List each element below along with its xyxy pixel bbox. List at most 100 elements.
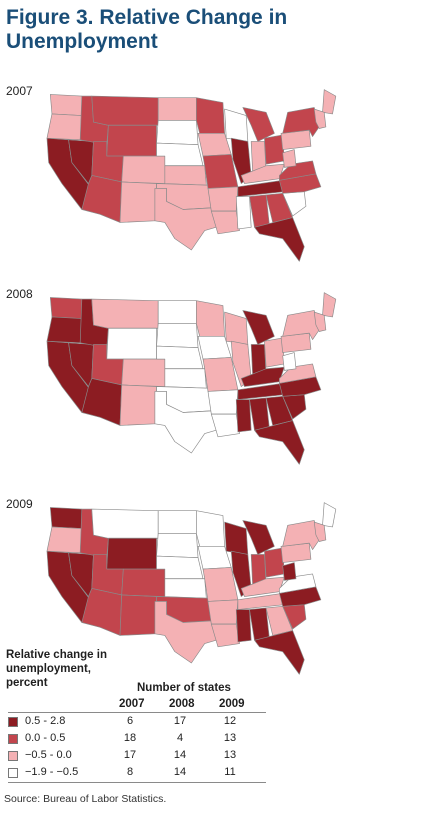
- map-panel-2008: 2008: [2, 287, 418, 472]
- state-tx-2009: [154, 601, 222, 664]
- state-ne6-2007: [313, 108, 327, 129]
- state-ar-2007: [207, 186, 239, 212]
- state-ks-2007: [164, 165, 207, 186]
- state-fl-2009: [254, 630, 305, 675]
- state-ks-2009: [164, 578, 207, 599]
- legend-row: −0.5 - 0.0 17 14 13: [6, 748, 266, 764]
- state-or-2008: [46, 316, 83, 344]
- legend-count: 8: [126, 766, 134, 778]
- year-label-2008: 2008: [6, 287, 33, 301]
- legend-count: 17: [123, 749, 137, 761]
- state-nm-2008: [119, 384, 157, 426]
- state-wa-2009: [49, 507, 83, 529]
- state-wy-2009: [106, 537, 157, 570]
- state-mt-2009: [91, 508, 159, 539]
- state-al-2007: [249, 194, 270, 228]
- legend-bottom-rule: [8, 782, 266, 783]
- legend-swatch: [8, 717, 18, 727]
- state-mn-2008: [196, 300, 225, 337]
- state-sd-2009: [156, 533, 199, 559]
- us-map-2009: [46, 502, 337, 675]
- state-mi-2009: [242, 520, 275, 555]
- state-ny-2007: [282, 107, 320, 137]
- state-la-2008: [210, 413, 240, 438]
- state-al-2008: [249, 397, 270, 431]
- legend-count: 13: [223, 749, 237, 761]
- state-nd-2007: [157, 97, 197, 121]
- state-wv-2009: [282, 562, 297, 581]
- map-panel-2009: 2009: [2, 497, 418, 682]
- state-ne6-2009: [313, 521, 327, 542]
- state-wy-2008: [106, 327, 157, 360]
- legend-count: 4: [176, 732, 184, 744]
- state-ky-2008: [240, 366, 285, 387]
- state-ms-2007: [235, 196, 252, 230]
- legend-column-2009: 2009: [219, 698, 245, 710]
- state-sd-2007: [156, 120, 199, 146]
- state-fl-2008: [254, 420, 305, 465]
- state-co-2007: [121, 155, 166, 184]
- state-wi-2008: [224, 311, 249, 345]
- source-note: Source: Bureau of Labor Statistics.: [4, 793, 167, 805]
- state-co-2009: [121, 568, 166, 597]
- state-fl-2007: [254, 217, 305, 262]
- state-wv-2007: [282, 149, 297, 168]
- state-ms-2009: [235, 609, 252, 643]
- legend-range-label: −0.5 - 0.0: [25, 749, 72, 761]
- legend-count: 6: [126, 715, 134, 727]
- legend-count: 14: [173, 749, 187, 761]
- legend-column-2007: 2007: [119, 698, 145, 710]
- state-wi-2007: [224, 108, 249, 142]
- state-ar-2008: [207, 389, 239, 415]
- state-tx-2008: [154, 391, 222, 454]
- state-ks-2008: [164, 368, 207, 389]
- year-label-2007: 2007: [6, 84, 33, 98]
- legend-range-label: 0.5 - 2.8: [25, 715, 66, 727]
- state-tx-2007: [154, 188, 222, 251]
- legend-swatch: [8, 751, 18, 761]
- state-ky-2007: [240, 163, 285, 184]
- state-mi-2008: [242, 310, 275, 345]
- legend-range-label: 0.0 - 0.5: [25, 732, 66, 744]
- year-label-2009: 2009: [6, 497, 33, 511]
- legend-count: 18: [123, 732, 137, 744]
- state-me-2008: [322, 292, 337, 318]
- legend-count: 13: [223, 732, 237, 744]
- state-co-2008: [121, 358, 166, 387]
- legend-divider: [8, 712, 266, 713]
- state-wa-2008: [49, 297, 83, 319]
- state-me-2009: [322, 502, 337, 528]
- state-or-2009: [46, 526, 83, 554]
- legend-column-group-header: Number of states: [137, 682, 231, 694]
- state-sd-2008: [156, 323, 199, 349]
- map-panel-2007: 2007: [2, 84, 418, 269]
- state-mn-2007: [196, 97, 225, 134]
- state-la-2007: [210, 210, 240, 235]
- state-me-2007: [322, 89, 337, 115]
- legend-column-2008: 2008: [169, 698, 195, 710]
- legend-count: 17: [173, 715, 187, 727]
- state-ms-2008: [235, 399, 252, 433]
- legend-swatch: [8, 768, 18, 778]
- state-ny-2008: [282, 310, 320, 340]
- state-or-2007: [46, 113, 83, 141]
- state-nm-2007: [119, 181, 157, 223]
- state-mn-2009: [196, 510, 225, 547]
- state-mi-2007: [242, 107, 275, 142]
- legend-range-label: −1.9 - −0.5: [25, 766, 79, 778]
- legend-count: 14: [173, 766, 187, 778]
- state-nd-2009: [157, 510, 197, 534]
- state-ny-2009: [282, 520, 320, 550]
- state-nd-2008: [157, 300, 197, 324]
- state-la-2009: [210, 623, 240, 648]
- legend-count: 11: [224, 766, 236, 778]
- us-map-2008: [46, 292, 337, 465]
- legend-row: −1.9 - −0.5 8 14 11: [6, 765, 266, 781]
- legend-swatch: [8, 734, 18, 744]
- state-ky-2009: [240, 576, 285, 597]
- figure-title: Figure 3. Relative Change in Unemploymen…: [6, 6, 288, 53]
- state-nm-2009: [119, 594, 157, 636]
- state-wy-2007: [106, 124, 157, 157]
- legend-row: 0.5 - 2.8 6 17 12: [6, 714, 266, 730]
- legend-count: 12: [223, 715, 237, 727]
